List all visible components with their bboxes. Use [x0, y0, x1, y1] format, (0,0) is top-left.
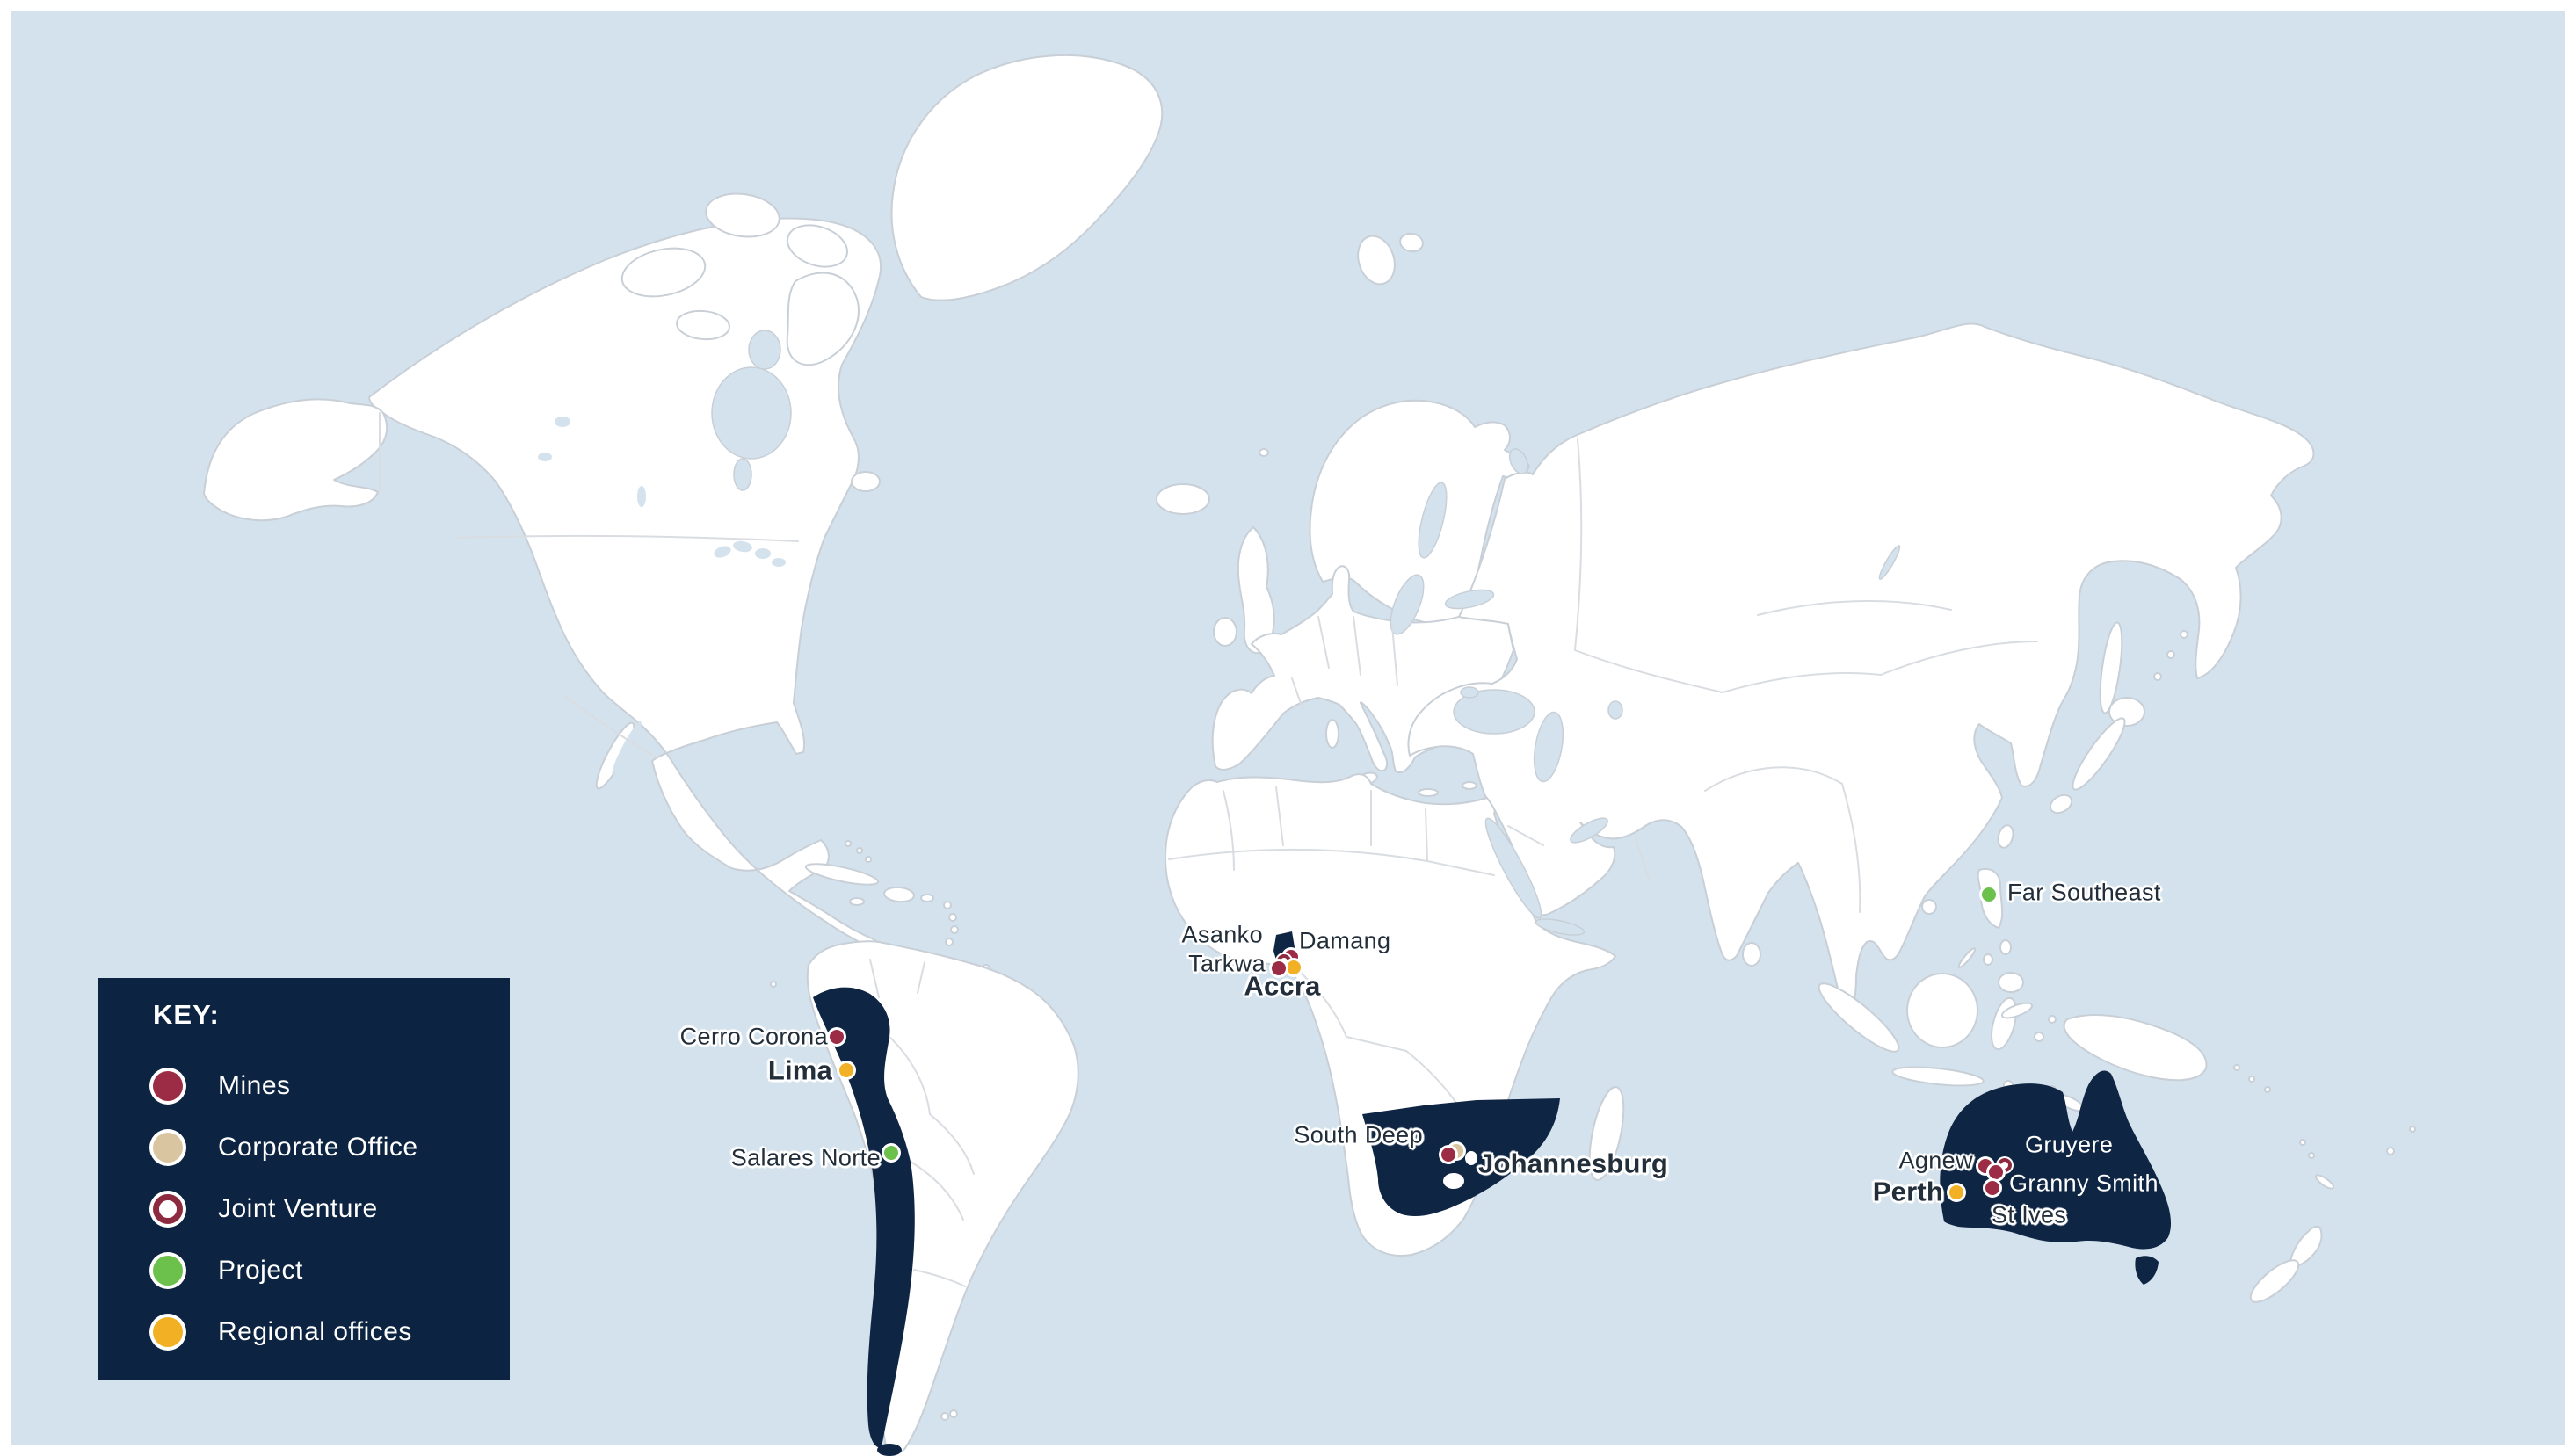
country-australia [1940, 1070, 2172, 1250]
kyushu [2049, 793, 2073, 815]
new-zealand [2249, 1225, 2323, 1303]
aral-sea [1607, 700, 1623, 720]
south-island [2249, 1259, 2300, 1303]
borneo [1906, 973, 1978, 1048]
caribbean-islands [804, 840, 990, 973]
greenland [890, 54, 1164, 301]
sakhalin [2099, 621, 2123, 714]
legend-item-label: Corporate Office [218, 1133, 418, 1162]
madagascar [1588, 1086, 1625, 1181]
red-sea [1484, 817, 1542, 919]
new-guinea [2063, 1014, 2208, 1082]
map-label-lima: Lima [767, 1054, 832, 1086]
map-marker-dot-far-southeast [1982, 887, 1996, 902]
sumatra [1818, 982, 1900, 1053]
alaska [203, 398, 388, 522]
map-label-far-southeast: Far Southeast [2007, 879, 2161, 906]
great-britain [1237, 526, 1275, 655]
legend-project-dot-icon [153, 1256, 183, 1286]
map-label-damang: Damang [1299, 927, 1391, 954]
country-peru-chile [813, 987, 915, 1448]
map-marker-dot-south-deep [1441, 1148, 1455, 1162]
white-sea [1508, 448, 1529, 474]
map-marker-dot-lima [839, 1063, 853, 1077]
new-caledonia [2314, 1174, 2335, 1190]
honshu [2072, 717, 2126, 791]
map-label-cerro-corona: Cerro Corona [679, 1023, 828, 1050]
country-south-africa [1362, 1098, 1560, 1217]
newfoundland [851, 471, 881, 492]
map-label-gruyere: Gruyere [2025, 1131, 2114, 1158]
tasmania [2135, 1256, 2159, 1285]
legend-corporate-dot-icon [153, 1133, 183, 1163]
legend-regional-dot-icon [153, 1317, 183, 1347]
legend-item-mines: Mines [153, 1071, 492, 1101]
map-label-granny-smith: Granny Smith [2009, 1170, 2159, 1197]
hispaniola [883, 886, 915, 903]
map-label-st-ives: St Ives [1992, 1201, 2067, 1228]
java [1891, 1066, 1985, 1087]
seas-and-lakes [538, 330, 1901, 936]
map-label-asanko: Asanko [1181, 921, 1263, 948]
map-marker-dot-salares-norte [884, 1146, 898, 1160]
gulf-of-california [612, 721, 642, 775]
palawan [1957, 947, 1977, 968]
legend-item-project: Project [153, 1256, 492, 1286]
highlighted-countries [813, 931, 2172, 1456]
map-key-legend: KEY: Mines Corporate Office Joint Venture P… [98, 978, 510, 1380]
legend-mine-dot-icon [153, 1071, 183, 1101]
map-marker-dot-perth [1949, 1185, 1963, 1199]
cuba [804, 863, 880, 886]
map-label-tarkwa: Tarkwa [1188, 950, 1266, 977]
map-marker-dot-granny-smith [1989, 1165, 2003, 1179]
legend-item-regional-offices: Regional offices [153, 1317, 492, 1347]
legend-jv-dot-icon [153, 1194, 183, 1224]
lake-baikal [1878, 545, 1901, 580]
map-label-perth: Perth [1872, 1176, 1943, 1207]
mindanao [1998, 972, 2024, 993]
legend-item-label: Joint Venture [218, 1194, 378, 1223]
legend-item-label: Mines [218, 1071, 291, 1100]
map-label-south-deep: South Deep [1294, 1121, 1423, 1148]
gulf-of-aden [1535, 918, 1586, 936]
legend-item-joint-venture: Joint Venture [153, 1194, 492, 1224]
legend-title: KEY: [153, 999, 220, 1030]
legend-item-corporate-office: Corporate Office [153, 1133, 492, 1163]
caspian-sea [1533, 711, 1564, 783]
persian-gulf [1570, 817, 1608, 844]
crete [1418, 788, 1439, 797]
legend-item-label: Regional offices [218, 1317, 412, 1346]
map-label-johannesburg: Johannesburg [1478, 1148, 1668, 1179]
ireland [1213, 617, 1237, 647]
map-label-salares-norte: Salares Norte [730, 1144, 881, 1171]
lesotho [1443, 1173, 1464, 1189]
legend-item-label: Project [218, 1256, 303, 1285]
baltic-sea [1390, 574, 1425, 635]
map-marker-dot-tarkwa [1272, 961, 1286, 975]
country-borders [379, 412, 2038, 1287]
map-marker-dot-accra [1287, 960, 1301, 974]
black-sea [1453, 689, 1535, 735]
map-marker-dot-st-ives [1985, 1181, 1999, 1195]
sri-lanka [1742, 942, 1761, 967]
map-marker-dot-cerro-corona [830, 1030, 844, 1044]
eswatini [1465, 1151, 1477, 1165]
legend-rows: Mines Corporate Office Joint Venture Projec… [153, 1071, 492, 1347]
baffin-island [786, 272, 860, 366]
hudson-bay [711, 366, 792, 460]
iceland [1156, 483, 1210, 515]
map-label-accra: Accra [1244, 970, 1321, 1002]
taiwan [1997, 824, 2014, 849]
map-label-agnew: Agnew [1898, 1147, 1973, 1174]
